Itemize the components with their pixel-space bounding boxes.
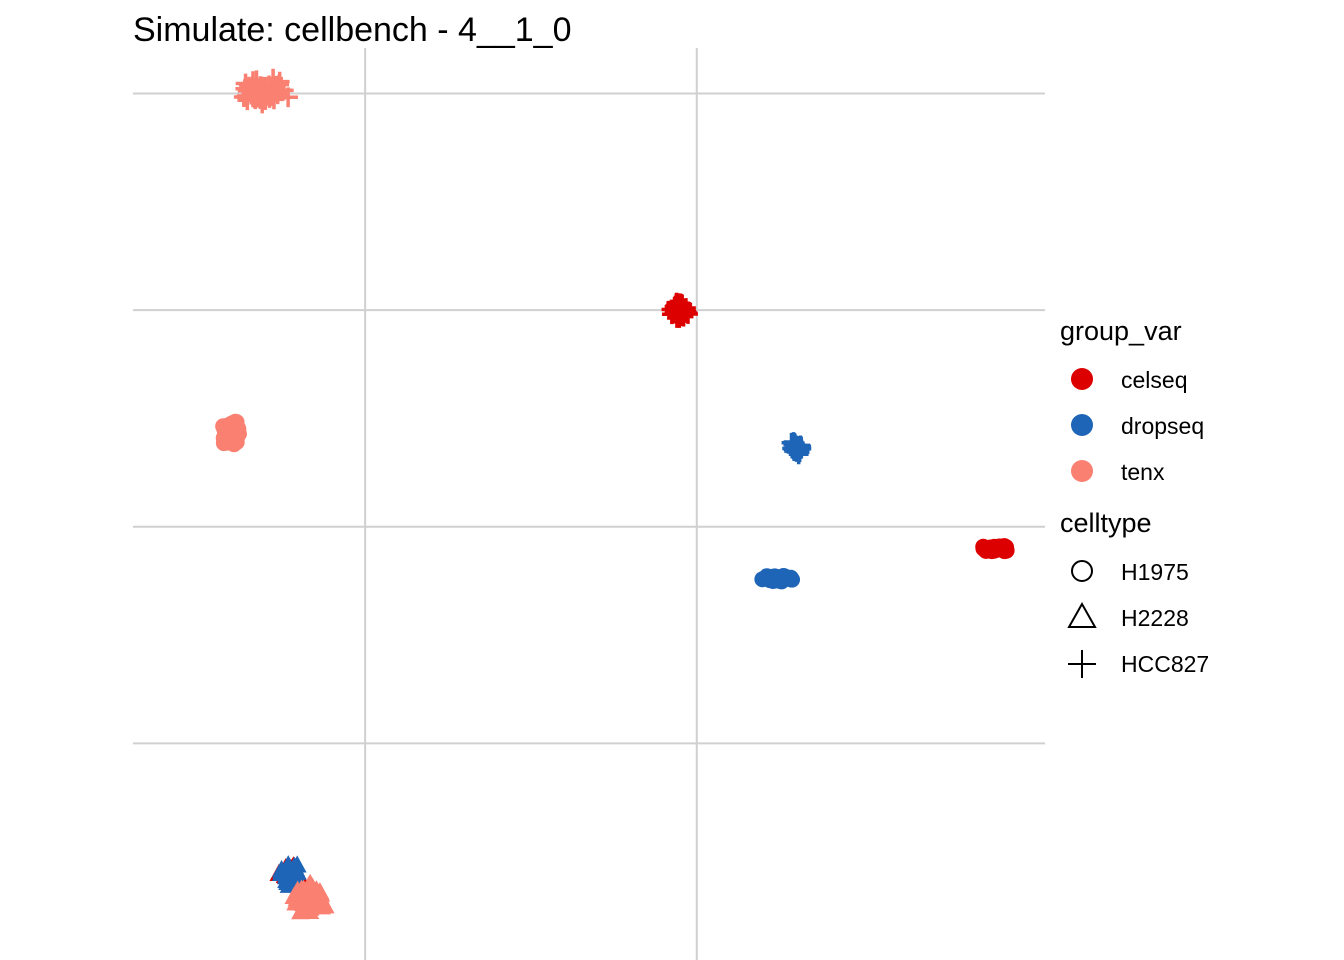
legend-swatch-celseq: [1071, 368, 1093, 390]
chart-title: Simulate: cellbench - 4__1_0: [133, 11, 572, 49]
data-point: [253, 88, 274, 108]
legend-shape-H2228: [1067, 601, 1097, 628]
data-point: [216, 418, 233, 435]
legend-label-dropseq: dropseq: [1121, 413, 1204, 439]
cluster-tenx-H1975: [215, 413, 247, 453]
data-point: [278, 864, 298, 882]
data-point: [775, 569, 792, 586]
data-point: [788, 441, 809, 462]
data-point: [678, 304, 698, 324]
cluster-tenx-HCC827: [233, 68, 299, 114]
legend-shape-HCC827: [1068, 650, 1096, 678]
legend-label-celseq: celseq: [1121, 367, 1187, 393]
legend-title-group_var: group_var: [1060, 316, 1182, 346]
cluster-celseq-HCC827: [661, 292, 698, 328]
cluster-dropseq-H1975: [754, 568, 801, 590]
data-point: [754, 571, 771, 588]
data-point: [239, 76, 259, 97]
legend-label-HCC827: HCC827: [1121, 651, 1209, 677]
cluster-dropseq-HCC827: [781, 432, 812, 465]
legend-label-H1975: H1975: [1121, 559, 1189, 585]
legend-swatch-tenx: [1071, 460, 1093, 482]
data-point: [278, 872, 298, 891]
data-points: [215, 68, 1015, 920]
data-point: [664, 301, 685, 322]
data-point: [278, 855, 298, 873]
legend-title-celltype: celltype: [1060, 508, 1152, 538]
legend-shape-H1975: [1071, 560, 1093, 582]
data-point: [303, 892, 323, 910]
grid-lines: [133, 48, 1045, 960]
legend-label-H2228: H2228: [1121, 605, 1189, 631]
legend-swatch-dropseq: [1071, 414, 1093, 436]
data-point: [236, 86, 257, 106]
legend-label-tenx: tenx: [1121, 459, 1165, 485]
data-point: [225, 436, 242, 453]
cluster-celseq-H1975: [975, 538, 1015, 560]
cluster-dropseq-H2228: [271, 855, 307, 893]
cluster-tenx-H2228: [284, 873, 335, 920]
data-point: [981, 542, 998, 559]
